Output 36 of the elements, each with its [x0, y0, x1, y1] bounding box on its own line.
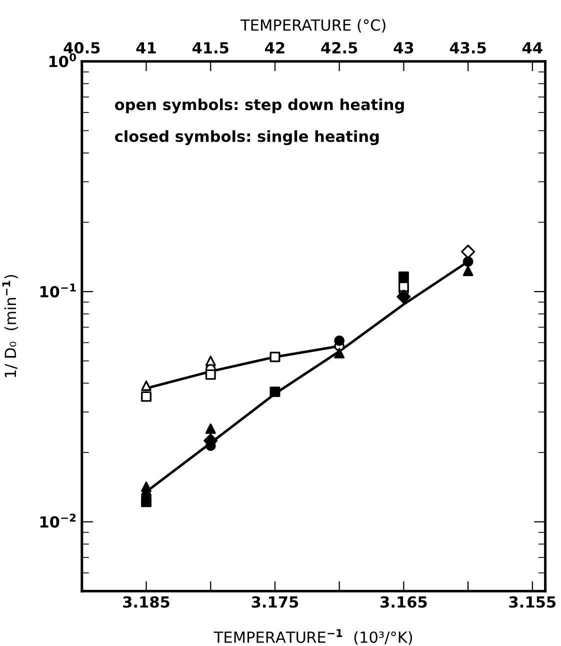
- point: [141, 482, 152, 492]
- point: [141, 380, 152, 391]
- point: [398, 281, 409, 292]
- x-tick-label: 3.165: [380, 596, 427, 608]
- point: [141, 496, 152, 508]
- y-tick-label: 10$^{0}$: [49, 53, 76, 68]
- x2-tick-label: 43: [394, 42, 414, 54]
- y-tick-label: 10$^{−2}$: [40, 514, 76, 528]
- point: [141, 391, 152, 402]
- x-tick-label: 3.155: [509, 596, 556, 608]
- x2-tick-label: 42: [265, 42, 284, 54]
- x2-tick-label: 42.5: [321, 42, 358, 54]
- x2-tick-label: 40.5: [64, 42, 100, 54]
- x-axis-title: TEMPERATURE$^{−1}$ (10³/°K): [214, 629, 412, 645]
- annotation: closed symbols: single heating: [115, 130, 379, 146]
- x2-tick-label: 43.5: [450, 42, 486, 54]
- point: [462, 256, 474, 267]
- annotation: open symbols: step down heating: [115, 98, 404, 114]
- point: [334, 335, 345, 346]
- x2-axis-title: TEMPERATURE (°C): [240, 19, 386, 33]
- x2-tick-label: 41.5: [192, 42, 228, 54]
- point: [398, 272, 409, 282]
- point: [462, 266, 474, 276]
- point: [396, 290, 411, 304]
- x-tick-label: 3.175: [252, 596, 298, 608]
- x2-tick-label: 44: [522, 42, 542, 54]
- point: [205, 423, 216, 434]
- point: [270, 352, 280, 362]
- y-tick-label: 10$^{−1}$: [40, 284, 76, 298]
- y-axis-title: 1/ D₀ (min$^{−1}$): [2, 275, 18, 378]
- x-tick-label: 3.185: [123, 596, 170, 608]
- point: [270, 386, 280, 398]
- x2-tick-label: 41: [136, 42, 156, 54]
- point: [461, 244, 476, 259]
- point: [334, 348, 345, 358]
- point: [205, 369, 216, 380]
